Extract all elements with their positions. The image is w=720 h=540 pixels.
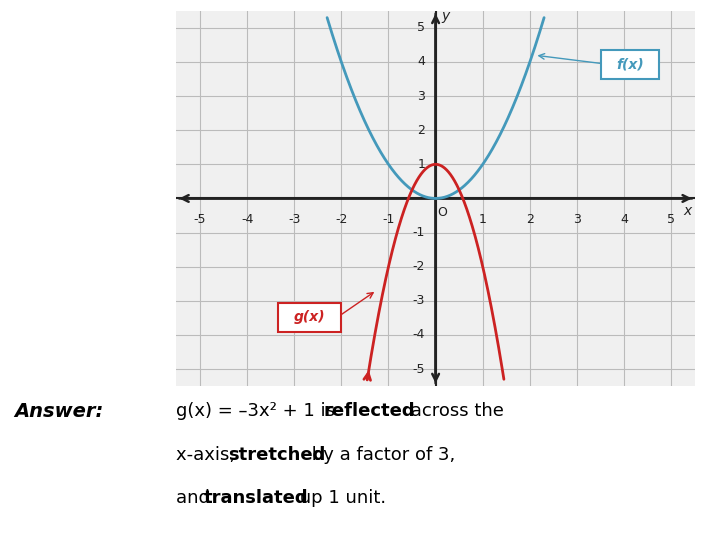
Text: -5: -5 [413, 362, 426, 375]
Text: 4: 4 [418, 56, 426, 69]
Text: f(x): f(x) [616, 58, 644, 71]
Text: 1: 1 [418, 158, 426, 171]
Text: Answer:: Answer: [14, 402, 104, 421]
Text: across the: across the [405, 402, 503, 420]
Text: x-axis,: x-axis, [176, 446, 241, 463]
Text: stretched: stretched [228, 446, 325, 463]
Text: translated: translated [204, 489, 308, 507]
Text: -2: -2 [413, 260, 426, 273]
Text: 2: 2 [526, 213, 534, 226]
Text: -2: -2 [335, 213, 348, 226]
Text: x: x [683, 205, 692, 218]
Text: y: y [441, 9, 449, 23]
Text: and: and [176, 489, 216, 507]
Text: 5: 5 [667, 213, 675, 226]
Text: up 1 unit.: up 1 unit. [294, 489, 386, 507]
Text: 3: 3 [573, 213, 581, 226]
Text: -1: -1 [382, 213, 395, 226]
FancyBboxPatch shape [600, 50, 660, 79]
Text: -1: -1 [413, 226, 426, 239]
Text: g(x) = –3x² + 1 is: g(x) = –3x² + 1 is [176, 402, 341, 420]
Text: 4: 4 [620, 213, 628, 226]
Text: -5: -5 [194, 213, 206, 226]
Text: -4: -4 [413, 328, 426, 341]
Text: -3: -3 [413, 294, 426, 307]
Text: reflected: reflected [324, 402, 415, 420]
Text: by a factor of 3,: by a factor of 3, [306, 446, 455, 463]
Text: -3: -3 [288, 213, 300, 226]
Text: 1: 1 [479, 213, 487, 226]
FancyBboxPatch shape [278, 302, 341, 332]
Text: g(x): g(x) [294, 310, 325, 324]
Text: 3: 3 [418, 90, 426, 103]
Text: -4: -4 [241, 213, 253, 226]
Text: O: O [438, 206, 448, 219]
Text: 5: 5 [417, 22, 426, 35]
Text: 2: 2 [418, 124, 426, 137]
